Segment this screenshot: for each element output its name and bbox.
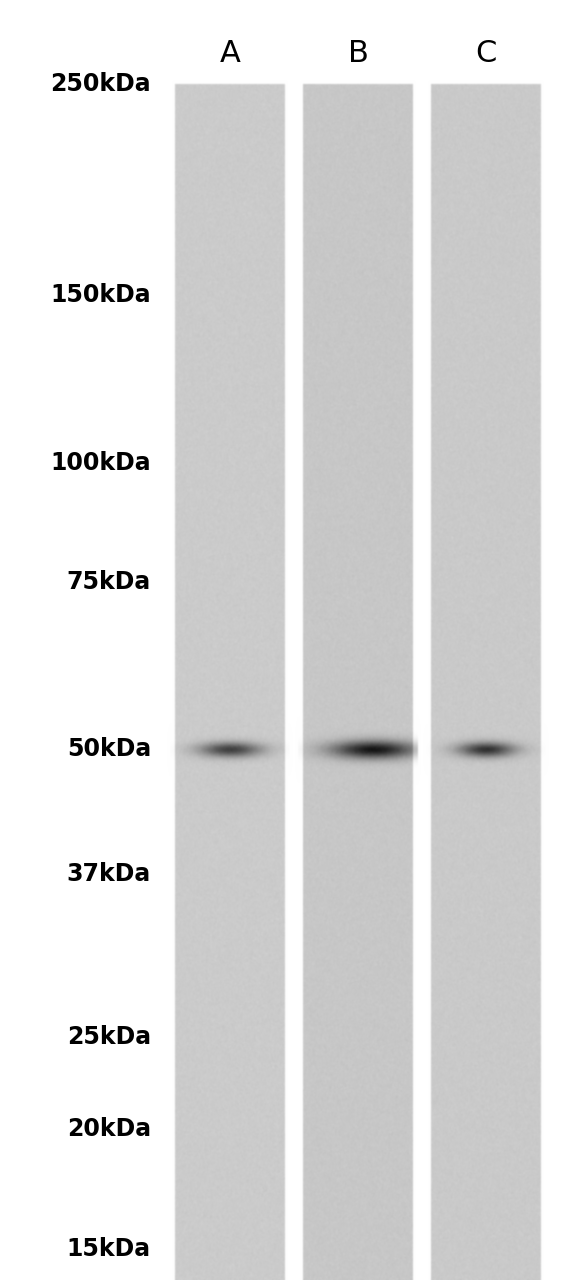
Text: A: A [220,40,241,68]
Text: 25kDa: 25kDa [67,1024,151,1048]
Text: B: B [348,40,369,68]
Text: 75kDa: 75kDa [67,571,151,594]
Text: 50kDa: 50kDa [67,737,151,762]
Text: 20kDa: 20kDa [67,1117,151,1140]
Text: 250kDa: 250kDa [51,72,151,96]
Text: 150kDa: 150kDa [51,283,151,307]
Text: 100kDa: 100kDa [51,451,151,475]
Text: 37kDa: 37kDa [67,861,151,886]
Text: C: C [475,40,497,68]
Text: 15kDa: 15kDa [67,1236,151,1261]
